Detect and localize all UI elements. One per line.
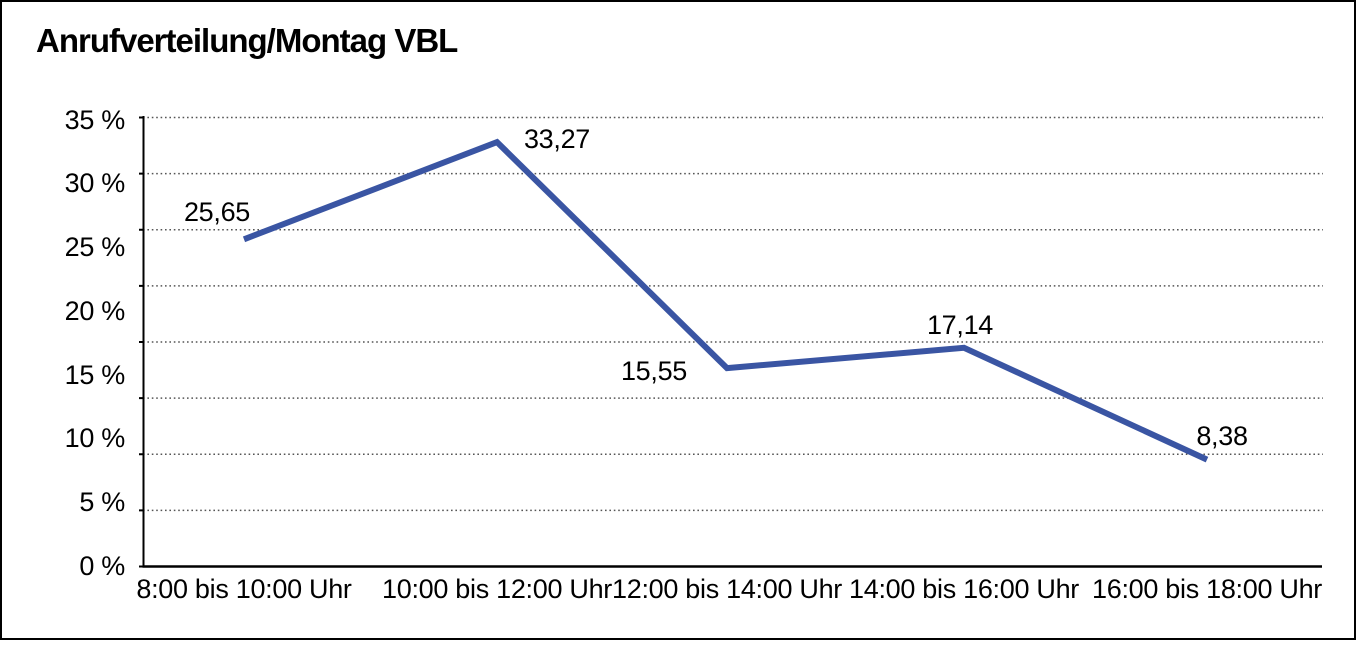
y-axis-tick-label: 35 % — [64, 104, 126, 135]
chart-title: Anrufverteilung/Montag VBL — [36, 22, 458, 59]
y-axis-tick-label: 30 % — [64, 168, 126, 199]
x-axis-category-label: 12:00 bis 14:00 Uhr — [612, 574, 842, 604]
data-point-label: 17,14 — [926, 310, 994, 341]
y-axis-tick-label: 25 % — [64, 232, 126, 263]
data-point-label: 8,38 — [1196, 421, 1248, 452]
x-axis-category-label: 16:00 bis 18:00 Uhr — [1092, 574, 1322, 604]
y-axis-tick-label: 20 % — [64, 295, 126, 326]
y-axis-tick-label: 0 % — [79, 551, 125, 581]
data-line — [242, 138, 1209, 463]
data-point-label: 25,65 — [183, 196, 251, 227]
y-axis-tick-label: 5 % — [79, 487, 125, 518]
y-axis-tick-label: 10 % — [64, 423, 126, 454]
data-point-label: 33,27 — [523, 123, 591, 154]
x-axis-category-label: 8:00 bis 10:00 Uhr — [136, 574, 352, 604]
x-axis-category-label: 10:00 bis 12:00 Uhr — [382, 574, 612, 604]
x-axis-category-label: 14:00 bis 16:00 Uhr — [849, 574, 1079, 604]
data-point-label: 15,55 — [620, 355, 688, 386]
y-axis-tick-label: 15 % — [64, 359, 126, 390]
